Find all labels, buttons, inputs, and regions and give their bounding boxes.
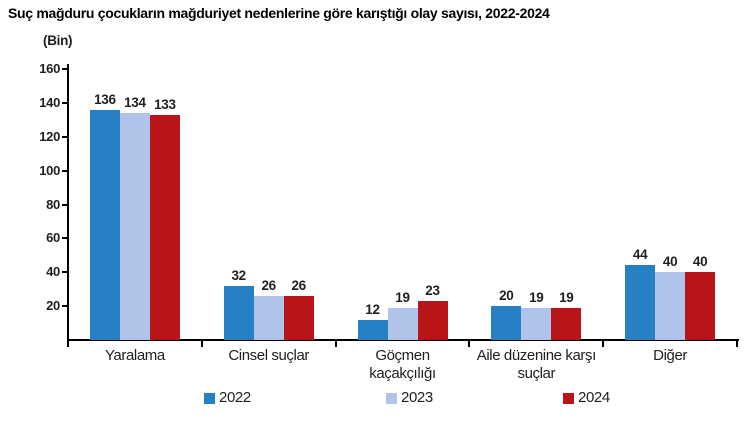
bar-value-label: 20 [499,288,514,304]
bar-value-label: 19 [395,289,410,305]
category-label: Göçmen kaçakçılığı [369,347,436,382]
bar-value-label: 19 [559,289,574,305]
bar-value-label: 32 [231,267,246,283]
legend-item-2022: 2022 [204,389,251,407]
y-tick-mark [62,68,68,70]
legend-label: 2024 [578,389,610,406]
bar-2023 [119,113,150,340]
y-tick-mark [62,203,68,206]
bar-2022 [223,285,254,340]
legend-item-2024: 2024 [563,389,610,407]
bar-2024 [417,301,448,340]
x-axis-line [67,339,739,341]
bar-2022 [625,265,656,340]
bar-value-label: 44 [632,247,648,263]
chart-title: Suç mağduru çocukların mağduriyet nedenl… [8,5,550,21]
y-tick-label: 20 [46,298,60,314]
x-tick-mark [468,340,471,347]
y-tick-mark [62,101,68,104]
category-label: Yaralama [104,347,165,364]
bar-value-label: 134 [124,95,146,111]
y-axis-unit-label: (Bin) [43,33,73,48]
y-tick-label: 60 [46,230,60,246]
legend-label: 2023 [401,389,433,406]
legend-label: 2022 [219,389,251,406]
bar-value-label: 136 [94,91,116,107]
bar-2024 [149,114,180,340]
y-tick-label: 100 [39,162,60,178]
bar-2022 [357,319,388,340]
x-tick-mark [736,340,738,347]
y-tick-label: 80 [46,196,60,212]
y-tick-label: 140 [39,94,60,110]
bar-2023 [521,307,552,340]
bar-2023 [655,272,686,340]
bar-value-label: 23 [425,283,440,299]
category-label: Aile düzenine karşı suçlar [476,347,597,382]
y-tick-label: 160 [39,61,60,76]
y-tick-mark [62,271,68,274]
y-axis-line [67,64,69,347]
legend-item-2023: 2023 [386,389,433,407]
y-tick-label: 120 [39,128,60,144]
y-tick-mark [62,169,68,172]
bar-2023 [387,307,418,340]
bar-value-label: 26 [291,277,306,293]
y-tick-mark [62,135,68,138]
y-tick-label: 40 [46,264,60,280]
bar-2022 [491,306,522,340]
legend-swatch-2024 [563,392,574,404]
x-tick-mark [200,340,203,347]
y-tick-mark [62,237,68,240]
x-tick-mark [334,340,337,347]
x-tick-mark [602,340,605,347]
legend-swatch-2023 [386,392,397,404]
bar-2023 [253,295,284,340]
bar-value-label: 133 [154,96,176,112]
bar-value-label: 12 [365,301,380,317]
category-label: Cinsel suçlar [228,347,310,364]
bar-2024 [685,272,716,340]
bar-value-label: 40 [662,254,678,270]
category-label: Diğer [653,347,688,364]
bar-value-label: 26 [261,277,276,293]
bar-value-label: 40 [692,254,708,270]
bar-2024 [551,307,582,340]
legend-swatch-2022 [204,392,215,404]
bar-value-label: 19 [529,289,544,305]
bar-2024 [283,295,314,340]
y-tick-mark [62,305,68,308]
bar-2022 [89,109,120,340]
